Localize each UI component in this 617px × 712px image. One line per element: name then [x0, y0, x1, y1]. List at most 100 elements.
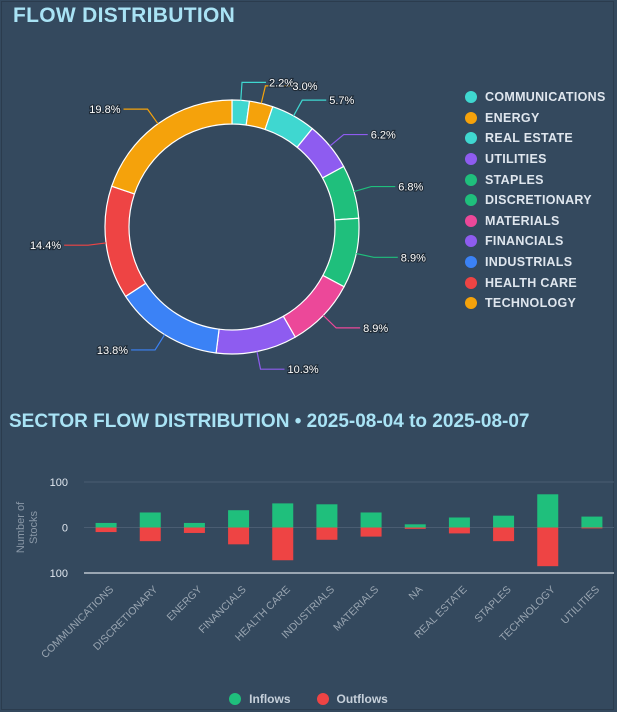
bar-inflow-materials[interactable] — [360, 512, 382, 528]
y-tick-label: 100 — [50, 477, 68, 489]
leader-technology — [123, 108, 159, 125]
legend-label: TECHNOLOGY — [485, 296, 577, 311]
x-tick-label-utilities: UTILITIES — [559, 584, 602, 627]
leader-discretionary — [356, 252, 398, 258]
bar-outflow-financials[interactable] — [228, 527, 250, 545]
bar-outflow-na[interactable] — [404, 527, 426, 529]
bar-outflow-energy[interactable] — [183, 527, 205, 533]
bar-outflow-communications[interactable] — [95, 527, 117, 533]
legend-swatch — [465, 235, 477, 248]
leader-energy — [260, 85, 290, 104]
bar-inflow-industrials[interactable] — [316, 504, 338, 528]
bar-inflow-real-estate[interactable] — [448, 517, 470, 528]
legend-label: REAL ESTATE — [485, 131, 574, 146]
bar-outflow-discretionary[interactable] — [139, 527, 161, 542]
y-tick-label: 0 — [62, 523, 68, 535]
x-tick-label-energy: ENERGY — [165, 584, 205, 624]
legend-swatch — [465, 214, 477, 227]
legend-item-financials[interactable]: FINANCIALS — [465, 231, 606, 252]
legend-swatch — [465, 276, 477, 289]
legend-label: INDUSTRIALS — [485, 255, 573, 270]
legend-item-technology[interactable]: TECHNOLOGY — [465, 293, 606, 314]
y-tick-label: 100 — [50, 568, 68, 580]
legend-item-real-estate[interactable]: REAL ESTATE — [465, 128, 606, 149]
value-label-financials: 10.3% — [288, 364, 319, 376]
legend-item-utilities[interactable]: UTILITIES — [465, 149, 606, 170]
leader-utilities — [329, 133, 368, 147]
legend-label: STAPLES — [485, 172, 544, 187]
legend-swatch — [465, 91, 477, 104]
bar-outflow-real-estate[interactable] — [448, 527, 470, 534]
value-label-technology: 19.8% — [89, 104, 120, 116]
inflows-label: Inflows — [249, 692, 291, 706]
legend-swatch — [465, 132, 477, 145]
legend-item-industrials[interactable]: INDUSTRIALS — [465, 252, 606, 273]
bar-outflow-staples[interactable] — [493, 527, 515, 542]
value-label-real-estate: 5.7% — [329, 95, 354, 107]
pie-legend: COMMUNICATIONS ENERGY REAL ESTATE UTILITIES… — [465, 87, 606, 314]
value-label-utilities: 6.2% — [371, 130, 396, 142]
y-axis-title: Number ofStocks — [15, 501, 40, 553]
legend-item-health-care[interactable]: HEALTH CARE — [465, 272, 606, 293]
outflows-swatch — [316, 693, 329, 705]
legend-swatch — [465, 194, 477, 207]
x-tick-label-staples: STAPLES — [472, 584, 513, 625]
bar-outflow-utilities[interactable] — [581, 527, 603, 529]
leader-real-estate — [293, 99, 327, 117]
value-label-materials: 8.9% — [363, 323, 388, 335]
legend-label: DISCRETIONARY — [485, 193, 592, 208]
bar-legend: Inflows Outflows — [0, 692, 617, 706]
leader-communications — [240, 81, 267, 101]
legend-label: UTILITIES — [485, 152, 547, 167]
bar-inflow-utilities[interactable] — [581, 516, 603, 528]
outflows-label: Outflows — [336, 692, 388, 706]
legend-outflows[interactable]: Outflows — [316, 692, 388, 706]
bar-inflow-staples[interactable] — [493, 515, 515, 528]
x-tick-label-na: NA — [407, 584, 426, 603]
legend-item-energy[interactable]: ENERGY — [465, 108, 606, 129]
bar-outflow-materials[interactable] — [360, 527, 382, 537]
legend-item-materials[interactable]: MATERIALS — [465, 211, 606, 232]
leader-financials — [256, 351, 285, 370]
x-tick-label-communications: COMMUNICATIONS — [39, 584, 116, 661]
legend-item-staples[interactable]: STAPLES — [465, 169, 606, 190]
value-label-discretionary: 8.9% — [401, 252, 426, 264]
bar-inflow-technology[interactable] — [537, 494, 559, 528]
bar-inflow-discretionary[interactable] — [139, 512, 161, 528]
value-label-staples: 6.8% — [398, 182, 423, 194]
legend-swatch — [465, 256, 477, 269]
legend-label: MATERIALS — [485, 213, 560, 228]
x-tick-label-materials: MATERIALS — [331, 584, 381, 634]
bar-inflow-na[interactable] — [404, 524, 426, 528]
section-title: SECTOR FLOW DISTRIBUTION • 2025-08-04 to… — [9, 411, 530, 432]
leader-materials — [322, 314, 361, 329]
legend-swatch — [465, 153, 477, 166]
page-title: FLOW DISTRIBUTION — [13, 4, 236, 27]
legend-swatch — [465, 173, 477, 186]
bar-inflow-energy[interactable] — [183, 522, 205, 528]
leader-industrials — [131, 334, 166, 351]
legend-item-communications[interactable]: COMMUNICATIONS — [465, 87, 606, 108]
bar-inflow-health-care[interactable] — [272, 503, 294, 528]
value-label-industrials: 13.8% — [97, 345, 128, 357]
bar-inflow-communications[interactable] — [95, 522, 117, 528]
bar-outflow-industrials[interactable] — [316, 527, 338, 540]
legend-swatch — [465, 297, 477, 310]
legend-swatch — [465, 111, 477, 124]
inflows-swatch — [229, 693, 242, 705]
bar-inflow-financials[interactable] — [228, 510, 250, 528]
legend-label: HEALTH CARE — [485, 275, 577, 290]
bar-outflow-technology[interactable] — [537, 527, 559, 567]
bar-outflow-health-care[interactable] — [272, 527, 294, 561]
leader-staples — [353, 185, 396, 193]
legend-label: FINANCIALS — [485, 234, 564, 249]
value-label-energy: 3.0% — [292, 81, 317, 93]
legend-inflows[interactable]: Inflows — [229, 692, 291, 706]
slice-technology[interactable] — [110, 99, 233, 195]
value-label-health-care: 14.4% — [30, 240, 61, 252]
legend-item-discretionary[interactable]: DISCRETIONARY — [465, 190, 606, 211]
legend-label: ENERGY — [485, 110, 540, 125]
